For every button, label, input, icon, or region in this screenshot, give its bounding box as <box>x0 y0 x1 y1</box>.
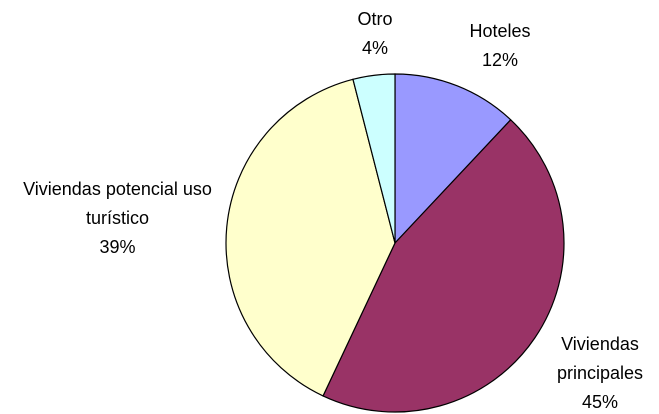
value-label: 4% <box>361 38 388 58</box>
category-label: Viviendas principales <box>556 334 644 383</box>
slice-label: Hoteles 12% <box>440 17 560 75</box>
slice-label: Viviendas principales 45% <box>540 330 659 414</box>
pie-slice <box>322 118 565 413</box>
slice-label: Viviendas potencial uso turístico 39% <box>0 175 235 262</box>
value-label: 45% <box>581 392 619 412</box>
pie-slice <box>225 78 396 397</box>
value-label: 39% <box>99 237 136 257</box>
slice-label: Otro 4% <box>330 5 420 63</box>
category-label: Viviendas potencial uso turístico <box>23 179 212 228</box>
category-label: Hoteles <box>469 21 531 41</box>
category-label: Otro <box>357 9 393 29</box>
pie-slice <box>352 73 396 244</box>
pie-slice <box>394 73 512 245</box>
value-label: 12% <box>481 50 519 70</box>
